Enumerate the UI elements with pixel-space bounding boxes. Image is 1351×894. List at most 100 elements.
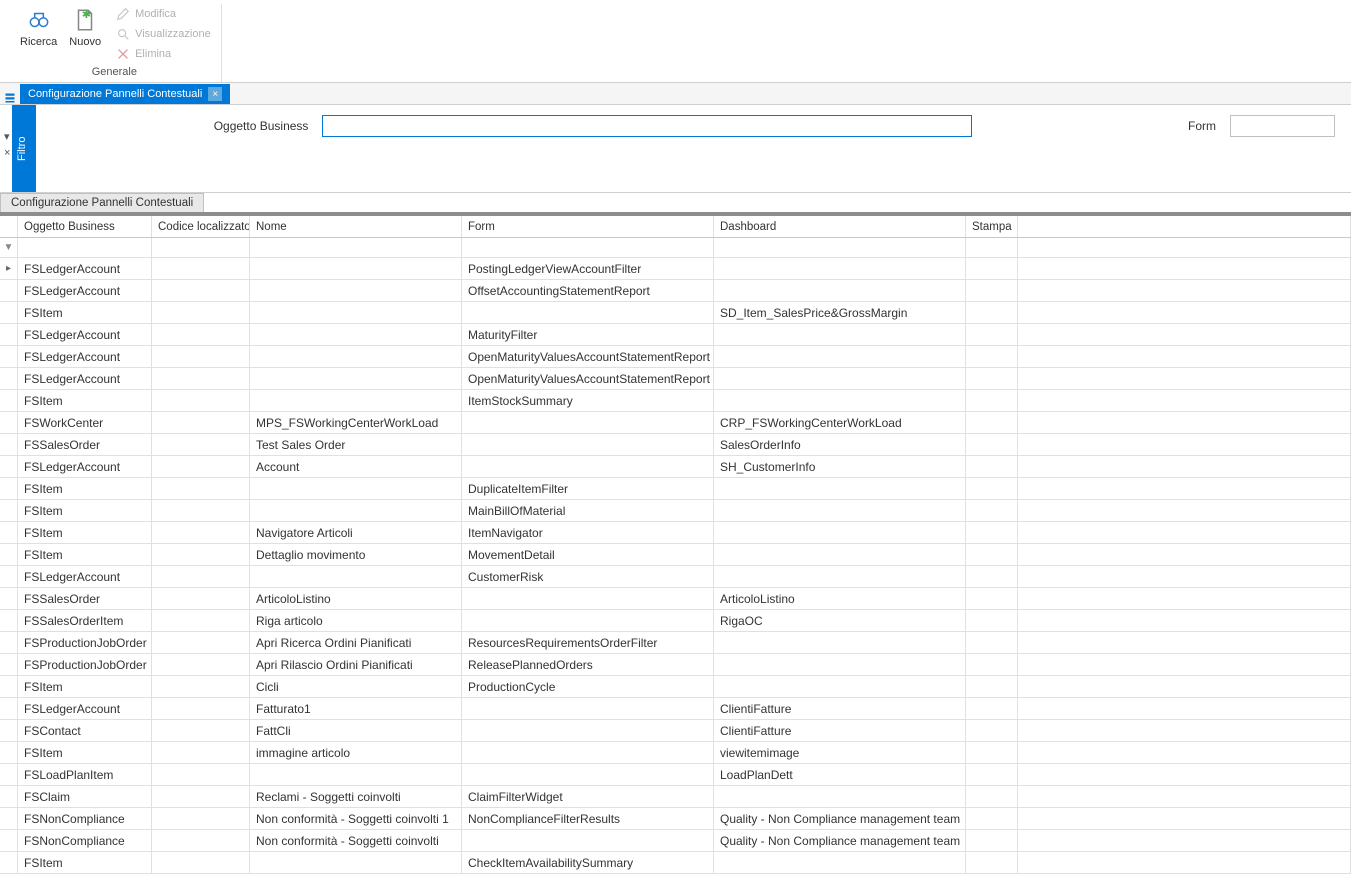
search-label: Ricerca	[20, 36, 57, 48]
cell-oggetto: FSItem	[18, 676, 152, 697]
cell-oggetto: FSLedgerAccount	[18, 324, 152, 345]
cell-codice	[152, 654, 250, 675]
cell-oggetto: FSLedgerAccount	[18, 698, 152, 719]
filter-bar: ▾ × Filtro Oggetto Business Form	[0, 105, 1351, 193]
table-row[interactable]: FSItemDuplicateItemFilter	[0, 478, 1351, 500]
cell-stampa	[966, 764, 1018, 785]
col-stampa[interactable]: Stampa	[966, 216, 1018, 237]
search-button[interactable]: Ricerca	[14, 4, 63, 64]
grid-auto-filter-row[interactable]: ▼	[0, 238, 1351, 258]
cell-nome: ArticoloListino	[250, 588, 462, 609]
cell-form	[462, 610, 714, 631]
table-row[interactable]: FSLedgerAccountAccountSH_CustomerInfo	[0, 456, 1351, 478]
table-row[interactable]: FSItemCicliProductionCycle	[0, 676, 1351, 698]
cell-nome	[250, 390, 462, 411]
new-button[interactable]: ✱ Nuovo	[63, 4, 107, 64]
cell-dashboard	[714, 654, 966, 675]
table-row[interactable]: ▸FSLedgerAccountPostingLedgerViewAccount…	[0, 258, 1351, 280]
cell-oggetto: FSNonCompliance	[18, 830, 152, 851]
pencil-icon	[115, 6, 131, 22]
table-row[interactable]: FSItemDettaglio movimentoMovementDetail	[0, 544, 1351, 566]
row-indicator	[0, 390, 18, 411]
col-oggetto[interactable]: Oggetto Business	[18, 216, 152, 237]
row-indicator	[0, 522, 18, 543]
cell-codice	[152, 522, 250, 543]
row-indicator	[0, 654, 18, 675]
table-row[interactable]: FSSalesOrderTest Sales OrderSalesOrderIn…	[0, 434, 1351, 456]
col-dashboard[interactable]: Dashboard	[714, 216, 966, 237]
table-row[interactable]: FSItemSD_Item_SalesPrice&GrossMargin	[0, 302, 1351, 324]
cell-form: MovementDetail	[462, 544, 714, 565]
table-row[interactable]: FSContactFattCliClientiFatture	[0, 720, 1351, 742]
business-object-input[interactable]	[322, 115, 972, 137]
table-row[interactable]: FSLoadPlanItemLoadPlanDett	[0, 764, 1351, 786]
cell-nome: MPS_FSWorkingCenterWorkLoad	[250, 412, 462, 433]
table-row[interactable]: FSLedgerAccountOpenMaturityValuesAccount…	[0, 346, 1351, 368]
table-row[interactable]: FSLedgerAccountOffsetAccountingStatement…	[0, 280, 1351, 302]
row-indicator	[0, 434, 18, 455]
cell-stampa	[966, 698, 1018, 719]
cell-codice	[152, 324, 250, 345]
document-tab[interactable]: Configurazione Pannelli Contestuali ×	[20, 84, 230, 104]
cell-form: CustomerRisk	[462, 566, 714, 587]
tab-list-icon[interactable]	[0, 92, 20, 104]
table-row[interactable]: FSSalesOrderArticoloListinoArticoloListi…	[0, 588, 1351, 610]
table-row[interactable]: FSProductionJobOrder Apri Rilascio Ordini…	[0, 654, 1351, 676]
table-row[interactable]: FSLedgerAccountFatturato1ClientiFatture	[0, 698, 1351, 720]
cell-codice	[152, 808, 250, 829]
col-codice[interactable]: Codice localizzato	[152, 216, 250, 237]
cell-dashboard: SalesOrderInfo	[714, 434, 966, 455]
tab-close-icon[interactable]: ×	[208, 87, 222, 101]
cell-form	[462, 302, 714, 323]
table-row[interactable]: FSLedgerAccountCustomerRisk	[0, 566, 1351, 588]
new-label: Nuovo	[69, 36, 101, 48]
table-row[interactable]: FSClaimReclami - Soggetti coinvoltiClaim…	[0, 786, 1351, 808]
table-row[interactable]: FSProductionJobOrderApri Ricerca Ordini …	[0, 632, 1351, 654]
cell-form: ItemStockSummary	[462, 390, 714, 411]
cell-dashboard	[714, 632, 966, 653]
filter-clear-icon[interactable]: ×	[2, 145, 12, 161]
table-row[interactable]: FSItemimmagine articoloviewitemimage	[0, 742, 1351, 764]
col-nome[interactable]: Nome	[250, 216, 462, 237]
cell-nome	[250, 566, 462, 587]
cell-dashboard	[714, 852, 966, 873]
cell-stampa	[966, 786, 1018, 807]
row-indicator	[0, 852, 18, 873]
filter-icon: ▼	[0, 238, 18, 257]
table-row[interactable]: FSItemMainBillOfMaterial	[0, 500, 1351, 522]
table-row[interactable]: FSLedgerAccountMaturityFilter	[0, 324, 1351, 346]
delete-icon	[115, 46, 131, 62]
table-row[interactable]: FSSalesOrderItemRiga articoloRigaOC	[0, 610, 1351, 632]
delete-label: Elimina	[135, 48, 171, 60]
cell-codice	[152, 698, 250, 719]
table-row[interactable]: FSNonComplianceNon conformità - Soggetti…	[0, 808, 1351, 830]
cell-codice	[152, 830, 250, 851]
cell-stampa	[966, 434, 1018, 455]
cell-oggetto: FSItem	[18, 478, 152, 499]
filter-side-tab[interactable]: Filtro	[12, 105, 36, 192]
row-indicator	[0, 698, 18, 719]
form-input[interactable]	[1230, 115, 1335, 137]
cell-stampa	[966, 302, 1018, 323]
cell-codice	[152, 632, 250, 653]
row-indicator	[0, 566, 18, 587]
table-row[interactable]: FSItemNavigatore ArticoliItemNavigator	[0, 522, 1351, 544]
cell-stampa	[966, 500, 1018, 521]
section-tab-config[interactable]: Configurazione Pannelli Contestuali	[0, 193, 204, 212]
table-row[interactable]: FSItemCheckItemAvailabilitySummary	[0, 852, 1351, 874]
cell-oggetto: FSProductionJobOrder	[18, 654, 152, 675]
row-indicator	[0, 808, 18, 829]
col-form[interactable]: Form	[462, 216, 714, 237]
filter-dropdown-icon[interactable]: ▾	[2, 129, 12, 145]
cell-oggetto: FSLedgerAccount	[18, 368, 152, 389]
cell-form: CheckItemAvailabilitySummary	[462, 852, 714, 873]
table-row[interactable]: FSNonComplianceNon conformità - Soggetti…	[0, 830, 1351, 852]
table-row[interactable]: FSLedgerAccountOpenMaturityValuesAccount…	[0, 368, 1351, 390]
cell-codice	[152, 368, 250, 389]
cell-codice	[152, 610, 250, 631]
data-grid: Oggetto Business Codice localizzato Nome…	[0, 216, 1351, 874]
table-row[interactable]: FSItemItemStockSummary	[0, 390, 1351, 412]
table-row[interactable]: FSWorkCenterMPS_FSWorkingCenterWorkLoadC…	[0, 412, 1351, 434]
cell-nome: Apri Rilascio Ordini Pianificati	[250, 654, 462, 675]
row-indicator	[0, 610, 18, 631]
